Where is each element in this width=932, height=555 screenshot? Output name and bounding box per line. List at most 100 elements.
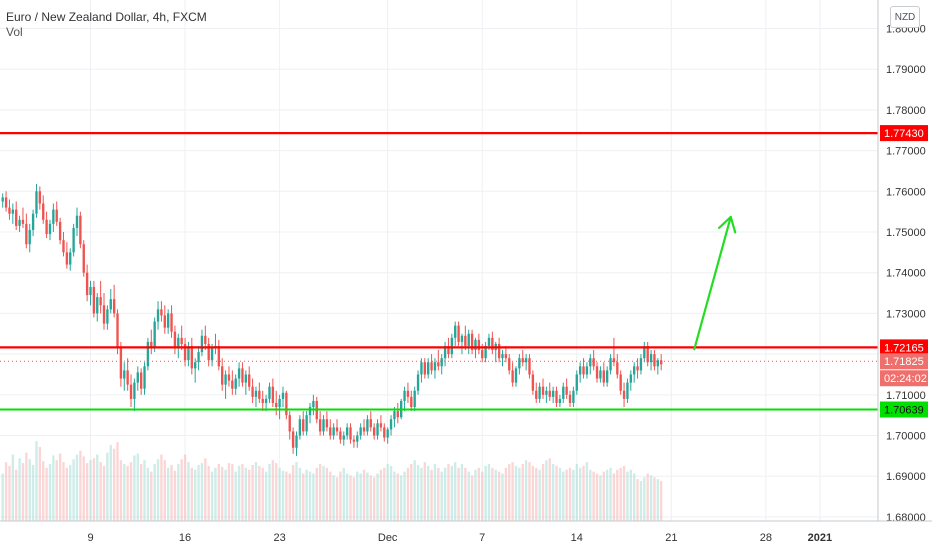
candle-body[interactable] — [450, 337, 454, 355]
projection-arrow-shaft[interactable] — [693, 215, 732, 351]
candle-body[interactable] — [592, 358, 595, 367]
horizontal-levels[interactable] — [0, 131, 878, 411]
candle-body[interactable] — [656, 360, 660, 367]
candle-body[interactable] — [568, 394, 572, 403]
candle-body[interactable] — [210, 348, 214, 361]
candle-body[interactable] — [139, 372, 143, 389]
candle-body[interactable] — [31, 213, 35, 230]
candle-body[interactable] — [427, 362, 430, 375]
candle-body[interactable] — [389, 419, 393, 430]
candle-body[interactable] — [180, 337, 183, 344]
candle-body[interactable] — [291, 431, 295, 448]
candle-body[interactable] — [383, 427, 386, 438]
candle-body[interactable] — [329, 427, 332, 436]
candle-body[interactable] — [605, 370, 609, 383]
candle-body[interactable] — [295, 435, 298, 448]
currency-button[interactable]: NZD — [890, 6, 920, 28]
candle-body[interactable] — [65, 252, 69, 265]
candle-body[interactable] — [163, 315, 166, 328]
candle-body[interactable] — [194, 362, 197, 369]
candle-body[interactable] — [170, 313, 173, 332]
candle-body[interactable] — [82, 244, 85, 273]
candle-body[interactable] — [1, 197, 4, 202]
candle-body[interactable] — [403, 390, 406, 401]
candle-body[interactable] — [248, 374, 251, 387]
candle-body[interactable] — [585, 366, 589, 375]
candle-body[interactable] — [609, 358, 612, 371]
candle-body[interactable] — [518, 358, 521, 369]
candle-body[interactable] — [62, 240, 65, 253]
candle-body[interactable] — [511, 370, 514, 383]
candle-body[interactable] — [143, 366, 146, 389]
candle-body[interactable] — [622, 390, 626, 399]
candle-body[interactable] — [575, 374, 578, 391]
candle-body[interactable] — [612, 358, 616, 363]
candle-body[interactable] — [430, 362, 433, 371]
candle-body[interactable] — [548, 390, 551, 397]
candle-body[interactable] — [288, 415, 291, 432]
candle-body[interactable] — [322, 419, 325, 432]
candle-body[interactable] — [35, 191, 38, 214]
candle-body[interactable] — [582, 366, 585, 375]
candle-body[interactable] — [639, 358, 643, 371]
candle-body[interactable] — [437, 362, 440, 367]
candle-body[interactable] — [146, 341, 150, 367]
candle-body[interactable] — [200, 335, 204, 353]
candle-body[interactable] — [335, 427, 339, 432]
candle-body[interactable] — [25, 223, 28, 245]
symbol-title[interactable]: Euro / New Zealand Dollar, 4h, FXCM — [6, 10, 207, 24]
candle-body[interactable] — [470, 333, 474, 351]
candle-body[interactable] — [443, 345, 447, 359]
candle-body[interactable] — [545, 390, 548, 395]
candle-body[interactable] — [629, 374, 632, 383]
candle-body[interactable] — [474, 339, 477, 351]
candle-body[interactable] — [464, 335, 467, 346]
candle-body[interactable] — [396, 411, 399, 418]
candle-body[interactable] — [281, 392, 285, 399]
candle-body[interactable] — [126, 370, 129, 385]
candle-body[interactable] — [129, 384, 133, 399]
candle-body[interactable] — [366, 419, 369, 432]
candle-body[interactable] — [521, 358, 524, 363]
candle-body[interactable] — [99, 297, 102, 306]
candle-body[interactable] — [356, 435, 359, 442]
candle-body[interactable] — [18, 219, 21, 226]
candle-body[interactable] — [75, 215, 79, 228]
candle-body[interactable] — [595, 366, 599, 379]
candle-body[interactable] — [551, 390, 555, 397]
candle-body[interactable] — [224, 374, 227, 385]
candle-body[interactable] — [96, 297, 99, 314]
candle-body[interactable] — [160, 309, 163, 316]
candle-body[interactable] — [268, 386, 271, 399]
candle-body[interactable] — [423, 362, 426, 375]
candle-body[interactable] — [497, 343, 501, 359]
candle-body[interactable] — [514, 368, 518, 383]
candle-body[interactable] — [504, 354, 508, 359]
candle-body[interactable] — [616, 362, 619, 375]
candle-body[interactable] — [362, 427, 366, 432]
candle-body[interactable] — [302, 419, 305, 432]
candle-body[interactable] — [636, 366, 639, 371]
candle-body[interactable] — [312, 400, 315, 408]
candle-body[interactable] — [602, 370, 605, 383]
candle-body[interactable] — [11, 209, 15, 214]
candle-body[interactable] — [251, 386, 254, 397]
candle-body[interactable] — [406, 390, 410, 397]
candle-body[interactable] — [52, 209, 55, 224]
candle-body[interactable] — [298, 419, 302, 436]
candle-body[interactable] — [183, 343, 187, 361]
candle-body[interactable] — [342, 435, 345, 440]
candle-body[interactable] — [21, 219, 25, 224]
candle-body[interactable] — [271, 386, 275, 403]
candle-body[interactable] — [85, 272, 89, 296]
candle-body[interactable] — [318, 419, 322, 432]
candle-body[interactable] — [420, 362, 423, 375]
candle-body[interactable] — [308, 407, 312, 416]
candle-body[interactable] — [646, 345, 649, 363]
candle-body[interactable] — [106, 309, 109, 324]
candle-body[interactable] — [45, 219, 48, 235]
candle-body[interactable] — [153, 321, 156, 349]
candle-body[interactable] — [89, 286, 92, 296]
